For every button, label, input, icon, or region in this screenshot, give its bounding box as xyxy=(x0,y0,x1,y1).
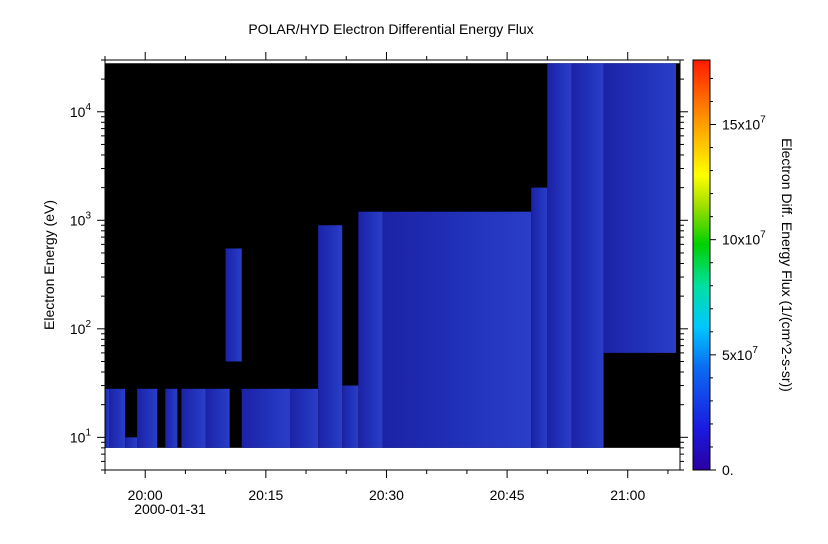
y-tick-label: 104 xyxy=(70,102,92,120)
flux-cell xyxy=(241,388,290,448)
flux-cell xyxy=(205,388,230,448)
flux-fill-layer xyxy=(105,63,676,448)
y-tick-label: 101 xyxy=(70,427,92,445)
flux-cell xyxy=(105,388,110,448)
flux-cell xyxy=(181,388,206,448)
flux-cell xyxy=(225,248,242,362)
flux-cell xyxy=(137,388,158,448)
colorbar-ticks: 0. 5x107 10x107 15x107 xyxy=(710,77,766,478)
flux-cell xyxy=(603,63,676,353)
y-tick-label: 103 xyxy=(70,210,92,228)
flux-cell xyxy=(165,388,178,448)
flux-cell xyxy=(109,388,126,448)
chart-title: POLAR/HYD Electron Differential Energy F… xyxy=(248,21,533,37)
colorbar-tick-label: 5x107 xyxy=(722,345,758,363)
flux-cell xyxy=(571,63,604,448)
colorbar-tick-label: 15x107 xyxy=(722,114,766,132)
x-tick-label: 20:45 xyxy=(490,487,525,503)
flux-cell xyxy=(318,225,343,448)
plot-frame xyxy=(104,59,681,471)
x-tick-label: 20:00 xyxy=(128,487,163,503)
flux-cell xyxy=(382,211,532,448)
flux-cell xyxy=(125,437,138,448)
y-axis-label: Electron Energy (eV) xyxy=(41,200,57,330)
x-tick-label: 21:00 xyxy=(610,487,645,503)
colorbar-gradient xyxy=(692,59,711,471)
colorbar-label: Electron Diff. Energy Flux (1/(cm^2-s-sr… xyxy=(779,138,795,392)
colorbar-tick-label: 0. xyxy=(722,462,734,478)
flux-cell xyxy=(531,187,548,448)
flux-cell xyxy=(547,63,572,448)
y-axis: 101 102 103 104 xyxy=(70,59,688,471)
y-tick-label: 102 xyxy=(70,319,92,337)
flux-cell xyxy=(342,385,359,448)
x-axis: 20:00 20:15 20:30 20:45 21:00 xyxy=(104,52,669,503)
x-axis-date-label: 2000-01-31 xyxy=(134,501,206,517)
colorbar-tick-label: 10x107 xyxy=(722,230,766,248)
plot-area xyxy=(104,59,681,471)
x-tick-label: 20:30 xyxy=(369,487,404,503)
flux-cell xyxy=(289,388,319,448)
colorbar: 0. 5x107 10x107 15x107 xyxy=(692,59,766,478)
x-tick-label: 20:15 xyxy=(248,487,283,503)
flux-cell xyxy=(358,211,383,448)
